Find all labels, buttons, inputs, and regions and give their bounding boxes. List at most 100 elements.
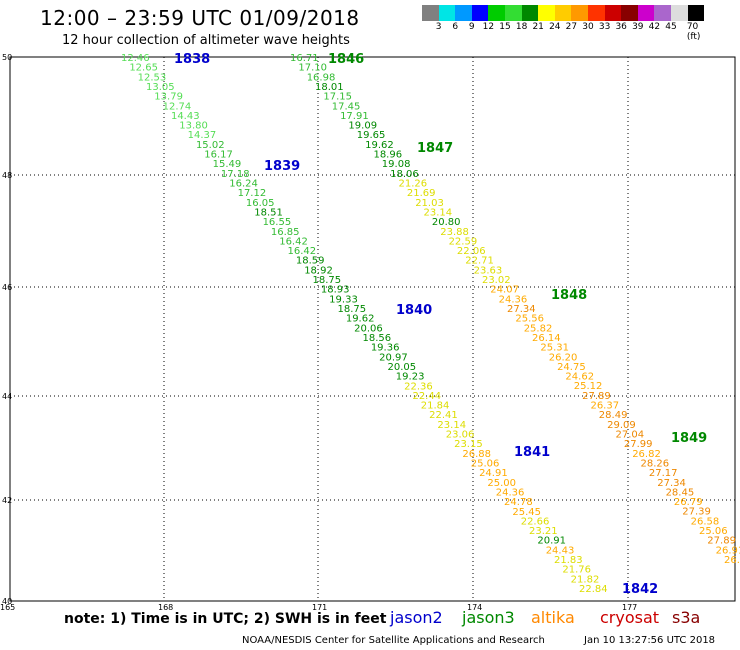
swh-value: 25.31 <box>540 343 569 354</box>
swh-value: 24.78 <box>504 497 533 508</box>
colorbar-label: 18 <box>515 22 528 32</box>
swh-value: 27.34 <box>507 304 536 315</box>
swh-value: 16.42 <box>279 236 308 247</box>
swh-value: 25.00 <box>487 478 516 489</box>
swh-value: 15.49 <box>213 159 242 170</box>
swh-value: 17.45 <box>332 101 361 112</box>
swh-value: 18.96 <box>373 150 402 161</box>
swh-value: 23.06 <box>446 430 475 441</box>
colorbar-label: 45 <box>665 22 677 32</box>
swh-value: 24.36 <box>499 294 528 305</box>
swh-value: 20.05 <box>387 362 416 373</box>
satellite-legend-jason3: jason3 <box>462 608 515 627</box>
swh-value: 13.80 <box>179 121 208 132</box>
pass-time-label: 1849 <box>671 431 707 446</box>
swh-value: 27.99 <box>624 439 653 450</box>
swh-value: 25.56 <box>515 314 544 325</box>
swh-value: 12.65 <box>129 63 158 74</box>
swh-value: 17.10 <box>298 63 327 74</box>
longitude-label: 171 <box>312 603 327 612</box>
units-note: note: 1) Time is in UTC; 2) SWH is in fe… <box>64 611 387 627</box>
swh-value: 18.51 <box>254 207 283 218</box>
latitude-label: 42 <box>2 496 12 505</box>
latitude-label: 46 <box>2 283 12 292</box>
swh-value: 16.71 <box>290 53 319 64</box>
colorbar-label: 6 <box>452 22 459 32</box>
colorbar-label: 42 <box>648 22 661 32</box>
swh-value: 19.33 <box>329 294 358 305</box>
colorbar-swatch <box>571 5 588 21</box>
swh-value: 19.36 <box>371 343 400 354</box>
swh-value: 27.17 <box>649 468 678 479</box>
colorbar-label: 30 <box>582 22 594 32</box>
swh-value: 17.18 <box>221 169 250 180</box>
wave-height-colorbar <box>422 5 705 21</box>
colorbar-label: 36 <box>615 22 627 32</box>
swh-value: 28.45 <box>666 487 695 498</box>
colorbar-swatch <box>554 5 572 21</box>
pass-time-label: 1838 <box>174 52 210 67</box>
colorbar-swatch <box>654 5 671 21</box>
swh-value: 24.91 <box>479 468 508 479</box>
pass-time-label: 1840 <box>396 303 432 318</box>
swh-value: 25.06 <box>471 458 500 469</box>
map-subtitle: 12 hour collection of altimeter wave hei… <box>62 33 350 48</box>
swh-value: 26.79 <box>674 497 703 508</box>
swh-value: 21.69 <box>407 188 436 199</box>
colorbar-swatch <box>538 5 555 21</box>
pass-time-label: 1839 <box>264 159 300 174</box>
swh-value: 22.44 <box>412 391 441 402</box>
colorbar-label: 12 <box>482 22 495 32</box>
swh-value: 23.15 <box>454 439 483 450</box>
swh-value: 26.37 <box>590 401 619 412</box>
swh-value: 18.56 <box>362 333 391 344</box>
swh-value: 24.43 <box>546 545 575 556</box>
pass-time-label: 1848 <box>551 288 587 303</box>
swh-value: 16.42 <box>288 246 317 257</box>
swh-value: 18.92 <box>304 265 333 276</box>
satellite-legend-s3a: s3a <box>672 608 701 627</box>
colorbar-swatch <box>604 5 622 21</box>
swh-value: 25.45 <box>512 507 541 518</box>
swh-value: 24.75 <box>557 362 586 373</box>
swh-value: 13.79 <box>154 92 183 103</box>
swh-value: 22.66 <box>521 516 550 527</box>
pass-time-label: 1846 <box>328 52 364 67</box>
swh-value: 12.46 <box>121 53 150 64</box>
swh-value: 19.08 <box>382 159 411 170</box>
swh-value: 21.03 <box>415 198 444 209</box>
swh-value: 22.59 <box>449 236 478 247</box>
swh-value: 18.59 <box>296 256 325 267</box>
swh-value: 29.09 <box>607 420 636 431</box>
satellite-legend-cryosat: cryosat <box>600 608 660 627</box>
swh-value: 18.75 <box>313 275 342 286</box>
swh-value: 19.09 <box>348 121 377 132</box>
colorbar-swatch <box>471 5 489 21</box>
swh-value: 24.36 <box>496 487 525 498</box>
latitude-label: 40 <box>2 597 12 606</box>
lat-lon-grid <box>9 56 736 602</box>
swh-value: 17.91 <box>340 111 369 122</box>
swh-value: 14.37 <box>188 130 217 141</box>
colorbar-label: 33 <box>598 22 611 32</box>
satellite-legend-jason2: jason2 <box>390 608 443 627</box>
credit-line: NOAA/NESDIS Center for Satellite Applica… <box>242 635 545 646</box>
swh-value: 27.04 <box>616 430 645 441</box>
swh-value: 26.68 <box>724 555 740 566</box>
colorbar-label: 70 (ft) <box>686 22 701 42</box>
swh-value: 19.23 <box>396 372 425 383</box>
swh-value: 22.84 <box>579 584 608 595</box>
swh-value: 17.12 <box>238 188 267 199</box>
colorbar-label: 24 <box>549 22 561 32</box>
swh-value: 15.02 <box>196 140 225 151</box>
swh-value: 23.88 <box>440 227 469 238</box>
swh-value: 23.14 <box>437 420 466 431</box>
latitude-label: 50 <box>2 53 12 62</box>
swh-value: 16.17 <box>204 150 233 161</box>
swh-value: 21.26 <box>399 179 428 190</box>
swh-value: 27.89 <box>707 536 736 547</box>
swh-value: 20.91 <box>537 536 566 547</box>
